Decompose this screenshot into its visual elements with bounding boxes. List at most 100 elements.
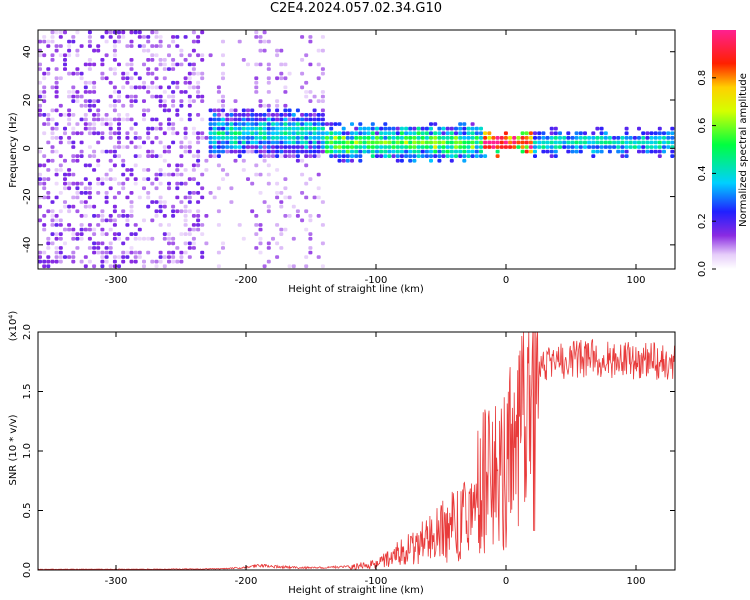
spectrogram-cell: [96, 191, 101, 195]
spectrogram-cell: [262, 117, 267, 122]
spectrogram-cell: [146, 154, 151, 158]
spectrogram-cell: [154, 67, 159, 71]
spectrogram-cell: [133, 177, 138, 181]
spectrogram-cell: [437, 145, 442, 149]
spectrogram-cell: [208, 131, 213, 136]
spectrogram-cell: [399, 140, 404, 145]
spectrogram-cell: [191, 236, 196, 241]
spectrogram-cell: [104, 113, 109, 117]
spectrogram-cell: [63, 67, 67, 71]
spectrogram-cell: [96, 163, 101, 168]
spectrogram-cell: [92, 80, 97, 85]
spectrogram-cell: [279, 227, 284, 232]
spectrogram-cell: [474, 136, 479, 140]
spectrogram-cell: [379, 140, 384, 145]
spectrogram-cell: [383, 145, 388, 149]
spectrogram-cell: [387, 154, 392, 158]
spectrogram-cell: [125, 177, 130, 181]
spectrogram-cell: [184, 26, 188, 30]
spectrogram-cell: [595, 140, 600, 145]
spectrogram-cell: [275, 191, 280, 195]
spectrogram-cell: [63, 227, 67, 232]
spectrogram-cell: [129, 76, 134, 81]
spectrogram-cell: [508, 140, 513, 145]
spectrogram-cell: [399, 136, 404, 140]
spectrogram-cell: [316, 126, 321, 131]
spectrogram-cell: [158, 209, 163, 214]
spectrogram-cell: [71, 85, 76, 90]
spectrogram-cell: [162, 67, 167, 71]
spectrogram-cell: [271, 136, 275, 140]
spectrogram-cell: [75, 195, 80, 200]
spectrogram-cell: [100, 149, 105, 154]
spectrogram-cell: [412, 158, 417, 163]
spectrogram-cell: [624, 154, 629, 158]
spectrogram-cell: [38, 53, 42, 58]
spectrogram-cell: [591, 140, 596, 145]
spectrogram-cell: [125, 255, 130, 259]
spectrogram-cell: [42, 223, 47, 227]
spectrogram-cell: [237, 136, 242, 140]
spectrogram-cell: [104, 191, 109, 195]
spectrogram-cell: [142, 26, 146, 30]
spectrogram-cell: [204, 136, 209, 140]
spectrogram-cell: [42, 53, 47, 58]
spectrogram-cell: [666, 136, 671, 140]
spectrogram-cell: [146, 131, 151, 136]
spectrogram-cell: [479, 136, 483, 140]
spectrogram-cell: [254, 80, 259, 85]
spectrogram-cell: [574, 136, 579, 140]
spectrogram-cell: [325, 122, 329, 126]
spectrogram-cell: [254, 126, 259, 131]
snr-line: [38, 332, 675, 570]
spectrogram-cell: [304, 53, 309, 58]
spectrogram-cell: [50, 108, 55, 113]
spectrogram-cell: [125, 117, 130, 122]
spectrogram-cell: [133, 131, 138, 136]
spectrogram-cell: [162, 264, 167, 269]
spectrogram-cell: [67, 94, 72, 99]
spectrogram-cell: [524, 136, 529, 140]
spectrogram-cell: [624, 126, 629, 131]
spectrogram-cell: [233, 131, 238, 136]
spectrogram-cell: [38, 172, 42, 177]
spectrogram-cell: [146, 90, 151, 94]
spectrogram-cell: [129, 140, 134, 145]
spectrogram-cell: [196, 35, 201, 39]
spectrogram-cell: [112, 103, 117, 108]
spectrogram-cell: [200, 186, 205, 191]
spectrogram-cell: [458, 126, 463, 131]
spectrogram-cell: [262, 200, 267, 204]
spectrogram-cell: [520, 131, 525, 136]
spectrogram-cell: [591, 131, 596, 136]
spectrogram-cell: [479, 140, 483, 145]
spectrogram-cell: [63, 26, 67, 30]
spectrogram-cell: [196, 158, 201, 163]
spectrogram-cell: [241, 117, 246, 122]
colorbar-tick-label: 0.4: [697, 165, 708, 181]
spectrogram-cell: [42, 131, 47, 136]
spectrogram-cell: [246, 108, 250, 113]
spectrogram-cell: [75, 154, 80, 158]
spectrogram-cell: [295, 158, 300, 163]
spectrogram-cell: [275, 241, 280, 246]
spectrogram-cell: [104, 250, 109, 255]
spectrogram-cell: [520, 145, 525, 149]
spectrogram-cell: [341, 140, 346, 145]
spectrogram-cell: [662, 136, 666, 140]
spectrogram-cell: [196, 163, 201, 168]
spectrogram-cell: [237, 223, 242, 227]
spectrogram-cell: [499, 140, 504, 145]
spectrogram-cell: [408, 131, 413, 136]
spectrogram-cell: [570, 145, 575, 149]
spectrogram-cell: [275, 255, 280, 259]
spectrogram-cell: [187, 117, 192, 122]
spectrogram-cell: [58, 209, 63, 214]
spectrogram-cell: [558, 136, 562, 140]
spectrogram-cell: [533, 136, 537, 140]
spectrogram-cell: [225, 136, 230, 140]
spectrogram-cell: [416, 140, 421, 145]
spectrogram-cell: [100, 35, 105, 39]
spectrogram-cell: [183, 80, 188, 85]
spectrogram-cell: [266, 259, 271, 264]
